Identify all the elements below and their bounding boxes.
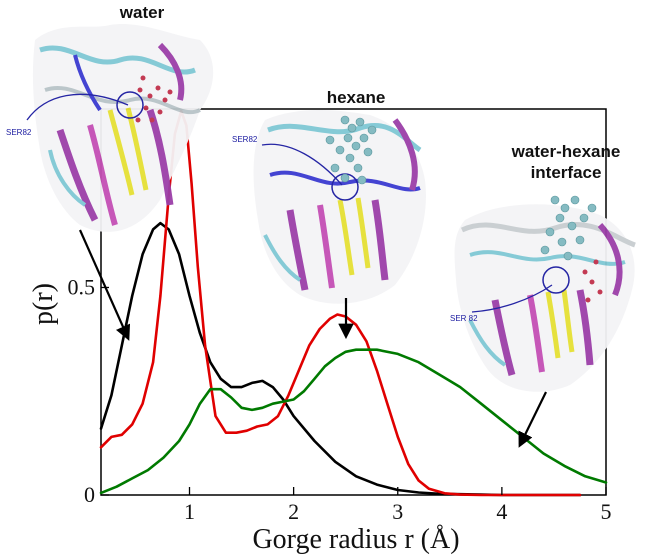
protein-structure-interface <box>454 195 636 392</box>
tick-layer: 1 2 3 4 5 0 0.5 <box>68 274 612 524</box>
y-tick-label-1: 0.5 <box>68 274 96 299</box>
inset-water-residue-label: SER82 <box>6 128 32 137</box>
inset-interface: water-hexane interface <box>450 142 636 392</box>
y-axis-title: p(r) <box>28 283 59 325</box>
inset-water-title: water <box>119 3 165 22</box>
arrow-interface <box>518 391 547 448</box>
series-line-2 <box>99 348 608 495</box>
x-tick-label-1: 2 <box>288 499 299 524</box>
inset-hexane-residue-label: SER82 <box>232 135 258 144</box>
inset-interface-residue-label: SER 82 <box>450 314 478 323</box>
x-tick-label-2: 3 <box>392 499 403 524</box>
inset-hexane-title: hexane <box>327 88 386 107</box>
protein-structure-hexane <box>253 110 426 304</box>
inset-interface-title-line1: water-hexane <box>511 142 621 161</box>
inset-hexane: hexane SER82 <box>232 88 426 304</box>
x-tick-label-4: 5 <box>601 499 612 524</box>
arrow-water <box>78 229 131 341</box>
x-axis-title: Gorge radius r (Å) <box>252 524 459 555</box>
x-tick-label-3: 4 <box>496 499 507 524</box>
y-tick-label-0: 0 <box>84 482 95 507</box>
inset-water: water SER82 <box>6 3 214 232</box>
inset-interface-title-line2: interface <box>531 163 602 182</box>
x-tick-label-0: 1 <box>184 499 195 524</box>
protein-structure-water <box>26 23 214 232</box>
